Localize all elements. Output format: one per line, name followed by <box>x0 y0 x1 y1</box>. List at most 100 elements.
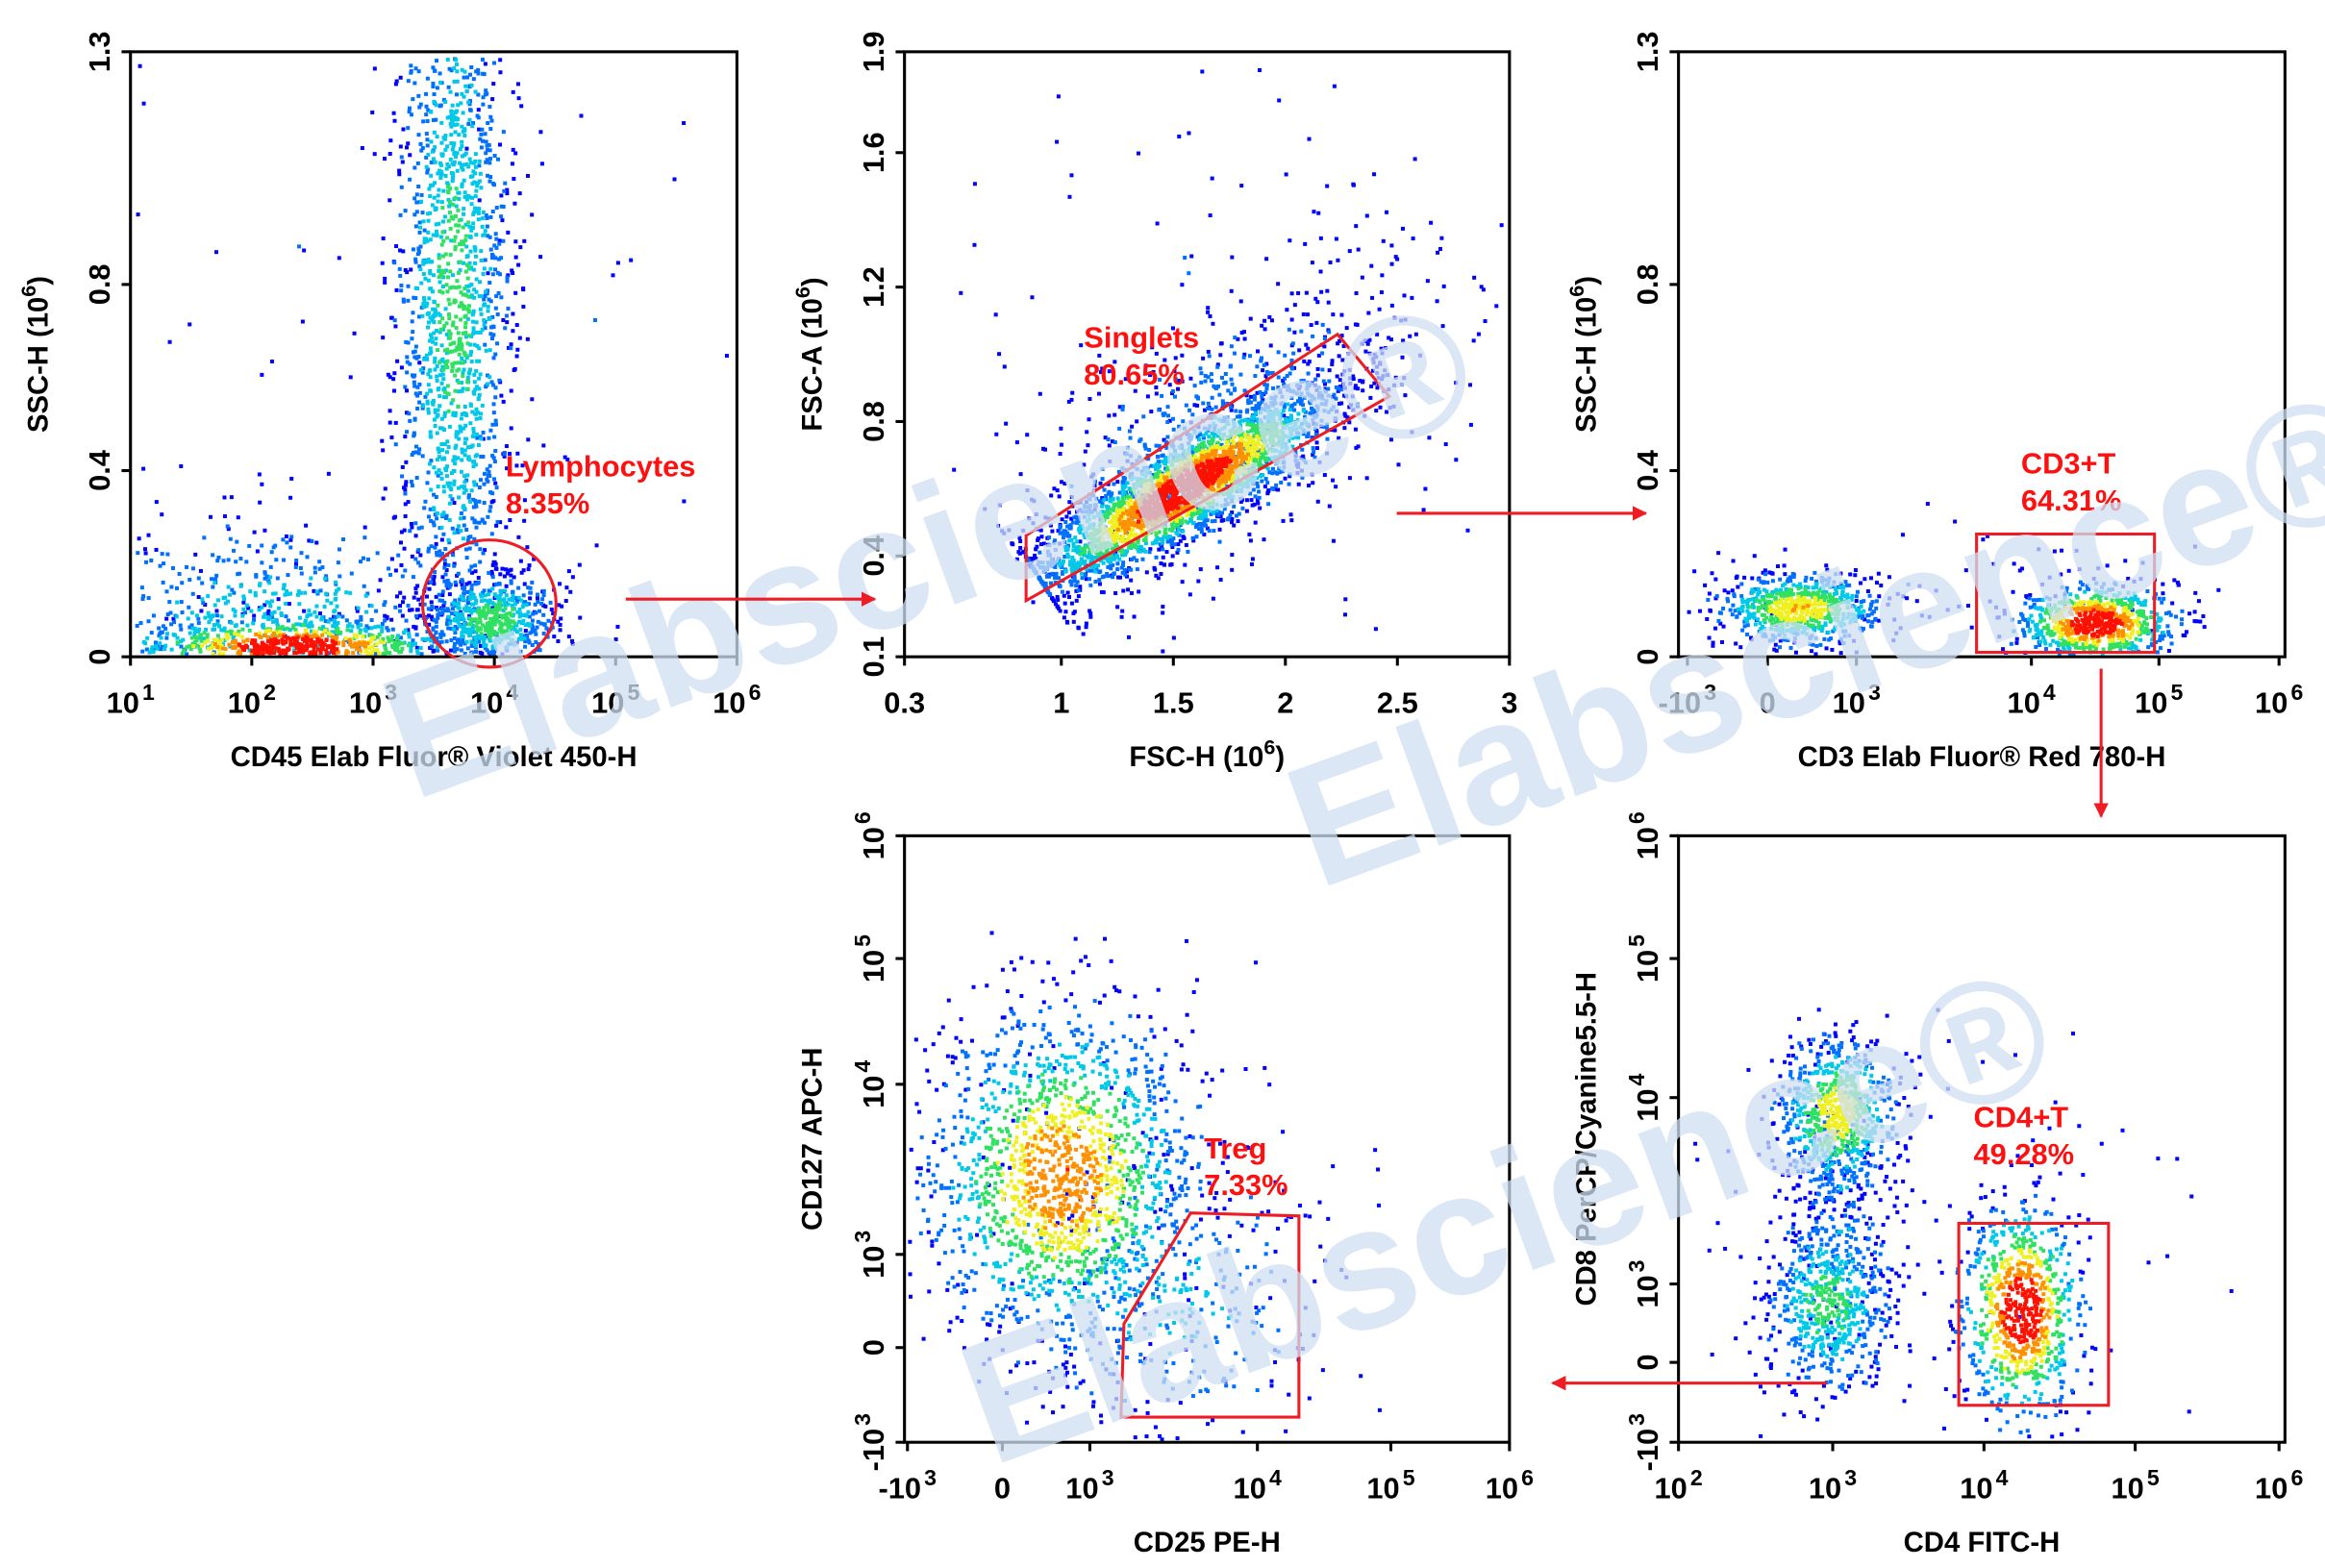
event-dot <box>459 469 463 474</box>
event-dot <box>530 643 535 648</box>
event-dot <box>1056 606 1061 610</box>
event-dot <box>500 633 505 637</box>
event-dot <box>1289 358 1294 362</box>
event-dot <box>1375 386 1380 390</box>
event-dot <box>1254 404 1259 409</box>
event-dot <box>562 455 567 460</box>
event-dot <box>1177 445 1182 450</box>
event-dot <box>1291 389 1296 394</box>
event-dot <box>258 583 262 587</box>
event-dot <box>1068 579 1073 584</box>
event-dot <box>1122 553 1127 558</box>
event-dot <box>1253 411 1258 415</box>
event-dot <box>399 365 404 370</box>
event-dot <box>1472 275 1477 280</box>
event-dot <box>255 643 260 648</box>
event-dot <box>438 161 443 165</box>
event-dot <box>1296 386 1301 391</box>
event-dot <box>488 635 492 639</box>
event-dot <box>241 594 246 599</box>
event-dot <box>1248 316 1253 321</box>
event-dot <box>422 304 427 309</box>
event-dot <box>411 641 415 646</box>
event-dot <box>488 638 492 643</box>
event-dot <box>1234 479 1238 484</box>
event-dot <box>1119 565 1124 570</box>
event-dot <box>428 375 433 380</box>
event-dot <box>1080 576 1085 581</box>
event-dot <box>419 148 424 153</box>
event-dot <box>1079 343 1084 348</box>
event-dot <box>488 620 492 625</box>
event-dot <box>308 622 312 627</box>
event-dot <box>212 603 217 608</box>
event-dot <box>488 600 492 605</box>
event-dot <box>1326 300 1331 305</box>
event-dot <box>1351 377 1356 382</box>
event-dot <box>1100 504 1105 509</box>
event-dot <box>1322 336 1327 341</box>
event-dot <box>414 356 419 361</box>
event-dot <box>493 395 498 400</box>
event-dot <box>1031 557 1036 561</box>
event-dot <box>1060 589 1064 594</box>
event-dot <box>1208 313 1212 318</box>
event-dot <box>297 615 302 620</box>
event-dot <box>1063 519 1068 525</box>
event-dot <box>392 318 397 323</box>
event-dot <box>1216 512 1221 517</box>
event-dot <box>1251 487 1256 492</box>
event-dot <box>1148 547 1153 552</box>
event-dot <box>502 452 507 457</box>
event-dot <box>280 625 285 630</box>
event-dot <box>1159 561 1163 566</box>
event-dot <box>1423 486 1428 491</box>
event-dot <box>525 173 530 178</box>
event-dot <box>203 640 208 645</box>
event-dot <box>255 652 260 657</box>
event-dot <box>401 297 406 302</box>
event-dot <box>484 139 488 144</box>
event-dot <box>398 540 403 545</box>
event-dot <box>1271 386 1276 390</box>
event-dot <box>481 551 486 556</box>
event-dot <box>1324 399 1329 404</box>
event-dot <box>443 572 448 577</box>
event-dot <box>487 297 491 302</box>
event-dot <box>477 359 482 363</box>
event-dot <box>445 384 450 388</box>
event-dot <box>417 220 422 225</box>
event-dot <box>490 422 495 427</box>
event-dot <box>348 642 353 647</box>
event-dot <box>1106 436 1111 441</box>
event-dot <box>1269 318 1274 323</box>
event-dot <box>1140 472 1145 477</box>
event-dot <box>456 229 461 234</box>
event-dot <box>354 642 359 647</box>
event-dot <box>1038 391 1042 396</box>
event-dot <box>1251 482 1256 486</box>
event-dot <box>440 230 445 235</box>
event-dot <box>488 428 493 433</box>
event-dot <box>1247 354 1252 359</box>
event-dot <box>453 461 458 466</box>
event-dot <box>490 562 495 567</box>
event-dot <box>1441 284 1446 288</box>
event-dot <box>1064 514 1069 519</box>
event-dot <box>568 589 573 594</box>
event-dot <box>492 154 497 159</box>
event-dot <box>241 607 246 611</box>
event-dot <box>1392 315 1397 320</box>
event-dot <box>457 352 462 357</box>
event-dot <box>212 581 217 585</box>
event-dot <box>1135 466 1139 471</box>
event-dot <box>1306 431 1311 436</box>
lymphocytes-gate[interactable] <box>420 538 558 669</box>
event-dot <box>1075 566 1080 571</box>
event-dot <box>1102 497 1107 502</box>
event-dot <box>304 630 309 635</box>
event-dot <box>370 110 375 114</box>
event-dot <box>444 361 449 366</box>
event-dot <box>1494 304 1499 309</box>
event-dot <box>413 534 418 538</box>
